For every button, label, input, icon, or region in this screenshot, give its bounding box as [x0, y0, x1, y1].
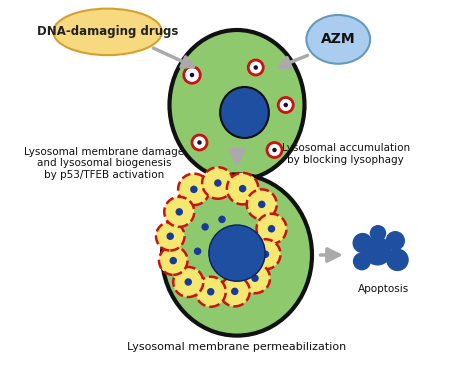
Ellipse shape: [267, 142, 282, 158]
Ellipse shape: [231, 288, 238, 295]
Ellipse shape: [370, 225, 386, 242]
Text: Lysosomal membrane damage
and lysosomal biogenesis
by p53/TFEB activation: Lysosomal membrane damage and lysosomal …: [24, 147, 184, 180]
Ellipse shape: [197, 140, 202, 145]
Ellipse shape: [190, 186, 198, 193]
Ellipse shape: [227, 173, 258, 204]
Ellipse shape: [386, 249, 409, 271]
Ellipse shape: [385, 231, 405, 251]
Ellipse shape: [248, 60, 263, 75]
Ellipse shape: [162, 174, 312, 336]
Ellipse shape: [196, 277, 226, 307]
Ellipse shape: [306, 15, 370, 64]
Ellipse shape: [190, 73, 194, 77]
Ellipse shape: [256, 214, 286, 244]
Ellipse shape: [364, 237, 392, 266]
Ellipse shape: [268, 225, 275, 232]
Ellipse shape: [201, 223, 209, 231]
Ellipse shape: [184, 278, 192, 286]
Ellipse shape: [202, 167, 234, 199]
Ellipse shape: [53, 9, 162, 55]
Ellipse shape: [258, 201, 265, 208]
Ellipse shape: [159, 246, 188, 275]
Ellipse shape: [239, 185, 246, 192]
Text: Lysosomal membrane permeabilization: Lysosomal membrane permeabilization: [128, 342, 346, 352]
Ellipse shape: [164, 197, 194, 227]
Ellipse shape: [250, 239, 281, 269]
Ellipse shape: [170, 30, 304, 180]
Ellipse shape: [214, 179, 222, 187]
Ellipse shape: [218, 216, 226, 223]
Text: AZM: AZM: [321, 32, 356, 46]
Ellipse shape: [240, 263, 270, 293]
Ellipse shape: [173, 267, 203, 297]
Ellipse shape: [192, 135, 207, 150]
Ellipse shape: [170, 257, 177, 264]
Ellipse shape: [251, 274, 259, 282]
Ellipse shape: [278, 98, 293, 112]
Ellipse shape: [166, 232, 174, 240]
Text: DNA-damaging drugs: DNA-damaging drugs: [37, 26, 178, 38]
Ellipse shape: [209, 225, 265, 281]
Text: Apoptosis: Apoptosis: [357, 284, 409, 294]
Text: Lysosomal accumulation
by blocking lysophagy: Lysosomal accumulation by blocking lysop…: [282, 143, 410, 165]
Ellipse shape: [283, 103, 288, 107]
Ellipse shape: [207, 288, 215, 296]
Ellipse shape: [247, 189, 277, 219]
Ellipse shape: [262, 251, 269, 258]
Ellipse shape: [254, 65, 258, 70]
Ellipse shape: [156, 222, 184, 251]
Ellipse shape: [184, 67, 200, 83]
Ellipse shape: [353, 233, 373, 253]
Ellipse shape: [220, 87, 269, 138]
Ellipse shape: [178, 174, 210, 205]
Ellipse shape: [229, 238, 237, 246]
Ellipse shape: [194, 248, 201, 255]
Ellipse shape: [175, 208, 183, 216]
Ellipse shape: [248, 232, 256, 240]
Ellipse shape: [353, 252, 371, 270]
Ellipse shape: [272, 148, 277, 152]
Ellipse shape: [220, 276, 250, 306]
